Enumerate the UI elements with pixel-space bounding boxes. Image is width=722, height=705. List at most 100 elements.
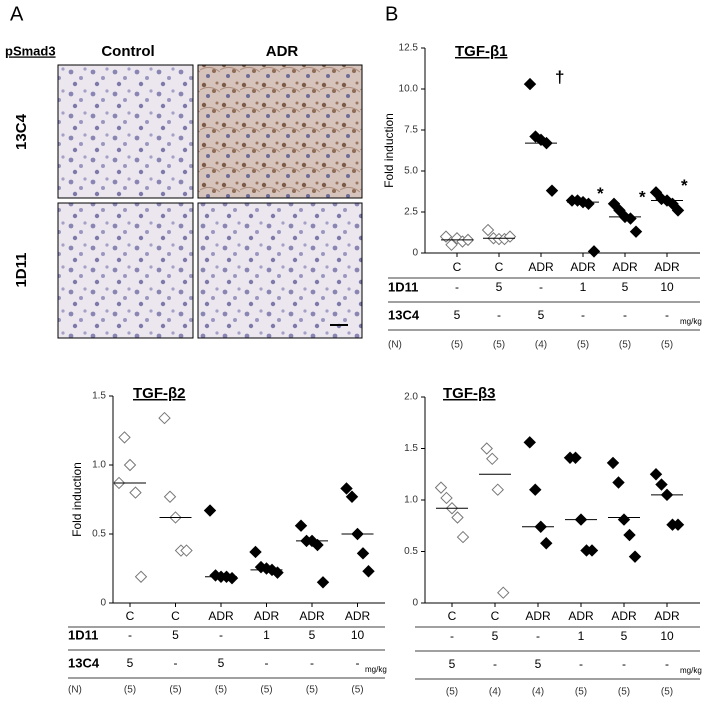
data-point — [118, 431, 131, 444]
data-point — [123, 458, 137, 472]
y-tick-label: 0 — [412, 248, 418, 259]
data-point — [249, 545, 262, 559]
table-cell: - — [450, 629, 454, 643]
n-cell: (5) — [451, 340, 463, 351]
data-point — [587, 245, 601, 258]
n-cell: (5) — [661, 687, 673, 698]
table-cell: 5 — [538, 308, 545, 322]
data-point — [671, 204, 685, 217]
data-point — [451, 511, 464, 524]
data-point — [617, 513, 631, 526]
table-cell: - — [536, 629, 540, 643]
data-point — [649, 186, 663, 199]
data-point — [671, 518, 685, 531]
x-tick-label: ADR — [254, 609, 280, 623]
table-cell: - — [174, 656, 178, 670]
data-point — [486, 452, 499, 466]
data-point — [545, 184, 559, 197]
n-cell: (5) — [577, 340, 589, 351]
data-point — [480, 442, 493, 455]
n-cell: (4) — [532, 687, 544, 698]
x-tick-label: C — [126, 609, 135, 623]
y-tick-label: 5.0 — [404, 166, 418, 177]
data-point — [180, 544, 193, 557]
n-cell: (5) — [493, 340, 505, 351]
data-point — [439, 230, 453, 243]
data-point — [129, 486, 142, 499]
n-cell: (5) — [619, 340, 631, 351]
data-point — [362, 565, 375, 578]
y-tick-label: 2.5 — [404, 207, 418, 218]
x-tick-label: ADR — [345, 609, 371, 623]
data-point — [345, 490, 359, 503]
n-cell: (5) — [446, 687, 458, 698]
data-point — [607, 197, 621, 211]
x-tick-label: ADR — [570, 260, 596, 274]
table-cell: 5 — [172, 628, 179, 642]
column-label: ADR — [266, 43, 299, 60]
table-cell: - — [623, 308, 627, 322]
n-cell: (5) — [306, 685, 318, 696]
data-point — [456, 530, 470, 544]
table-cell: - — [219, 628, 223, 642]
table-cell: - — [497, 308, 501, 322]
table-cell: - — [579, 657, 583, 671]
n-cell: (5) — [169, 685, 181, 696]
n-cell: (5) — [575, 687, 587, 698]
unit-label: mg/kg — [365, 665, 387, 674]
data-point — [628, 550, 642, 563]
table-cell: 5 — [218, 656, 225, 670]
y-tick-label: 1.5 — [404, 443, 418, 454]
data-point — [613, 204, 626, 217]
row-label: 13C4 — [68, 655, 100, 670]
y-tick-label: 2.0 — [404, 392, 418, 403]
data-point — [629, 225, 643, 238]
row-label: 13C4 — [388, 307, 420, 322]
row-label: 1D11 — [388, 279, 418, 294]
x-tick-label: C — [171, 609, 180, 623]
table-cell: 5 — [622, 280, 629, 294]
data-point — [497, 586, 510, 599]
x-tick-label: ADR — [612, 260, 638, 274]
panel-label: B — [385, 3, 398, 25]
y-axis-label: Fold induction — [382, 113, 396, 188]
micrograph — [57, 202, 194, 339]
table-cell: - — [455, 280, 459, 294]
y-tick-label: 0.5 — [404, 546, 418, 557]
x-tick-label: C — [453, 260, 462, 274]
x-tick-label: ADR — [208, 609, 234, 623]
n-label: (N) — [388, 340, 402, 351]
data-point — [134, 570, 148, 583]
table-cell: 10 — [351, 628, 365, 642]
x-tick-label: C — [495, 260, 504, 274]
panel-label: A — [10, 3, 24, 25]
data-point — [481, 223, 495, 237]
stain-label: pSmad3 — [5, 43, 56, 58]
table-cell: - — [539, 280, 543, 294]
table-cell: 10 — [660, 629, 674, 643]
table-cell: 5 — [492, 629, 499, 643]
y-tick-label: 0 — [100, 598, 106, 609]
table-cell: 5 — [496, 280, 503, 294]
table-cell: - — [128, 628, 132, 642]
x-tick-label: ADR — [611, 609, 637, 623]
chart-title: TGF-β1 — [455, 43, 508, 60]
y-tick-label: 10.0 — [399, 84, 419, 95]
column-label: Control — [101, 43, 154, 60]
data-point — [434, 481, 448, 494]
row-label: 1D11 — [68, 627, 98, 642]
x-tick-label: C — [448, 609, 457, 623]
x-tick-label: ADR — [654, 609, 680, 623]
table-cell: 1 — [578, 629, 585, 643]
annotation: * — [681, 176, 688, 195]
micrograph — [57, 64, 194, 199]
table-cell: - — [310, 656, 314, 670]
n-cell: (4) — [535, 340, 547, 351]
chart-title: TGF-β2 — [133, 385, 186, 402]
annotation: * — [597, 184, 604, 203]
table-cell: 10 — [660, 280, 674, 294]
table-cell: - — [665, 657, 669, 671]
table-cell: 5 — [449, 657, 456, 671]
x-tick-label: C — [491, 609, 500, 623]
